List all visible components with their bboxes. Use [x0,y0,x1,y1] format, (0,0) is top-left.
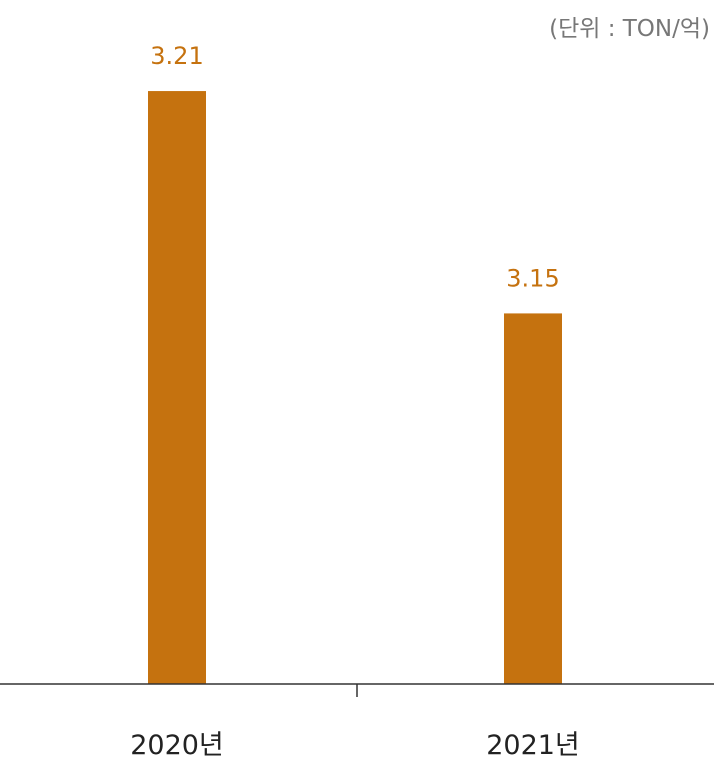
x-tick-labels-group: 2020년 2021년 [130,730,580,761]
x-tick-label-2021년: 2021년 [486,730,580,761]
unit-note: (단위 : TON/억) [549,16,710,42]
value-label-2020년: 3.21 [150,42,203,70]
bars-group [148,91,562,684]
bar-2020년 [148,91,206,684]
bar-2021년 [504,313,562,684]
value-labels-group: 3.21 3.15 [150,42,559,292]
value-label-2021년: 3.15 [506,264,559,292]
x-tick-label-2020년: 2020년 [130,730,224,761]
